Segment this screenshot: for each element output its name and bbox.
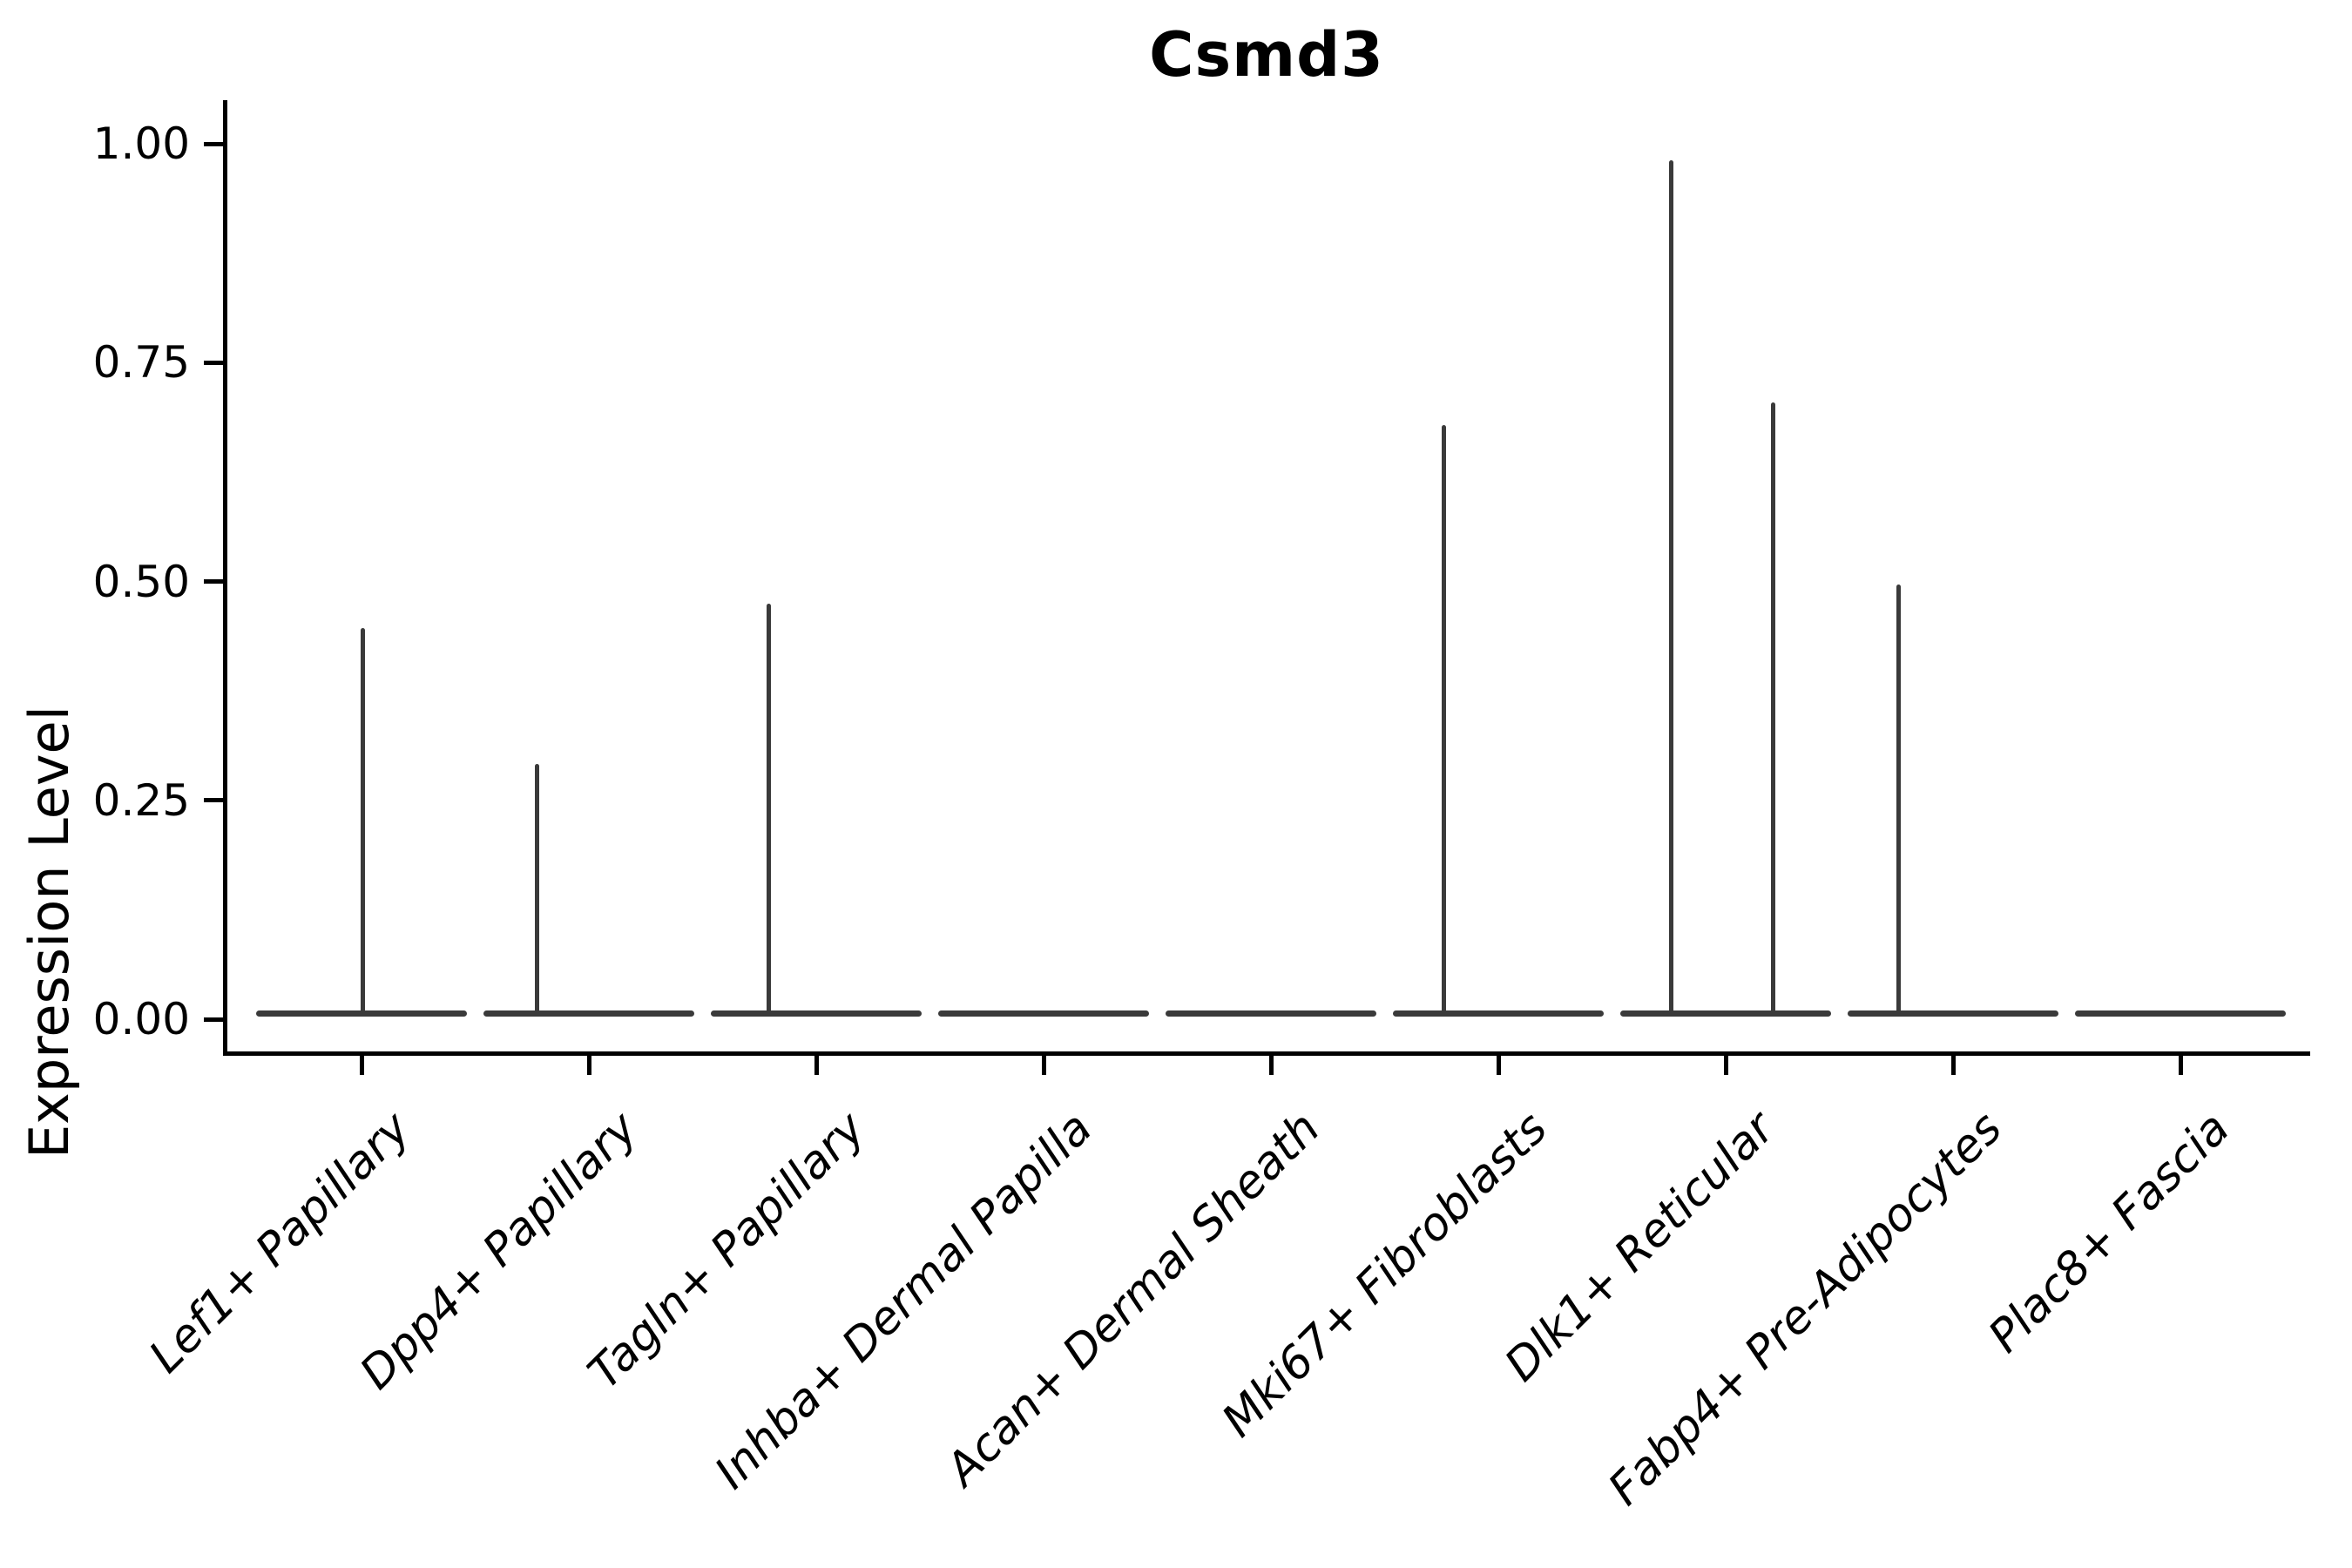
x-tick-mark [1950,1056,1956,1075]
y-tick-mark [204,579,223,585]
x-tick-label: Acan+ Dermal Sheath [936,1102,1330,1497]
x-tick-label: Plac8+ Fascia [1978,1102,2240,1363]
x-tick-mark [1496,1056,1501,1075]
x-axis-line [223,1051,2310,1056]
violin-baseline [1393,1010,1604,1017]
violin-spike [360,627,365,1016]
violin-baseline [2075,1010,2286,1017]
x-tick-mark [1041,1056,1046,1075]
x-tick-mark [2178,1056,2183,1075]
x-tick-label: Fabp4+ Pre-Adipocytes [1598,1102,2012,1516]
x-tick-mark [1723,1056,1728,1075]
plot-title: Csmd3 [1149,19,1384,91]
x-tick-mark [1268,1056,1274,1075]
violin-spike [534,763,539,1016]
y-tick-mark [204,141,223,146]
x-tick-label: Inhba+ Dermal Papilla [705,1102,1103,1500]
x-tick-mark [359,1056,364,1075]
x-tick-mark [814,1056,819,1075]
y-tick-mark [204,798,223,803]
y-axis-line [223,100,227,1056]
violin-spike [766,603,771,1016]
y-tick-label: 0.00 [92,994,190,1044]
y-tick-label: 0.75 [92,337,190,389]
y-tick-label: 1.00 [92,118,190,170]
x-tick-mark [586,1056,591,1075]
violin-baseline [1848,1010,2058,1017]
y-tick-label: 0.50 [92,556,190,607]
violin-spike [1770,402,1775,1016]
y-tick-mark [204,1017,223,1022]
violin-baseline [938,1010,1149,1017]
violin-spike [1668,160,1673,1016]
violin-spike [1896,584,1901,1016]
y-tick-mark [204,360,223,365]
violin-baseline [1620,1010,1831,1017]
violin-spike [1441,424,1446,1016]
violin-baseline [1166,1010,1376,1017]
violin-baseline [711,1010,922,1017]
y-tick-label: 0.25 [92,774,190,826]
violin-baseline [483,1010,694,1017]
